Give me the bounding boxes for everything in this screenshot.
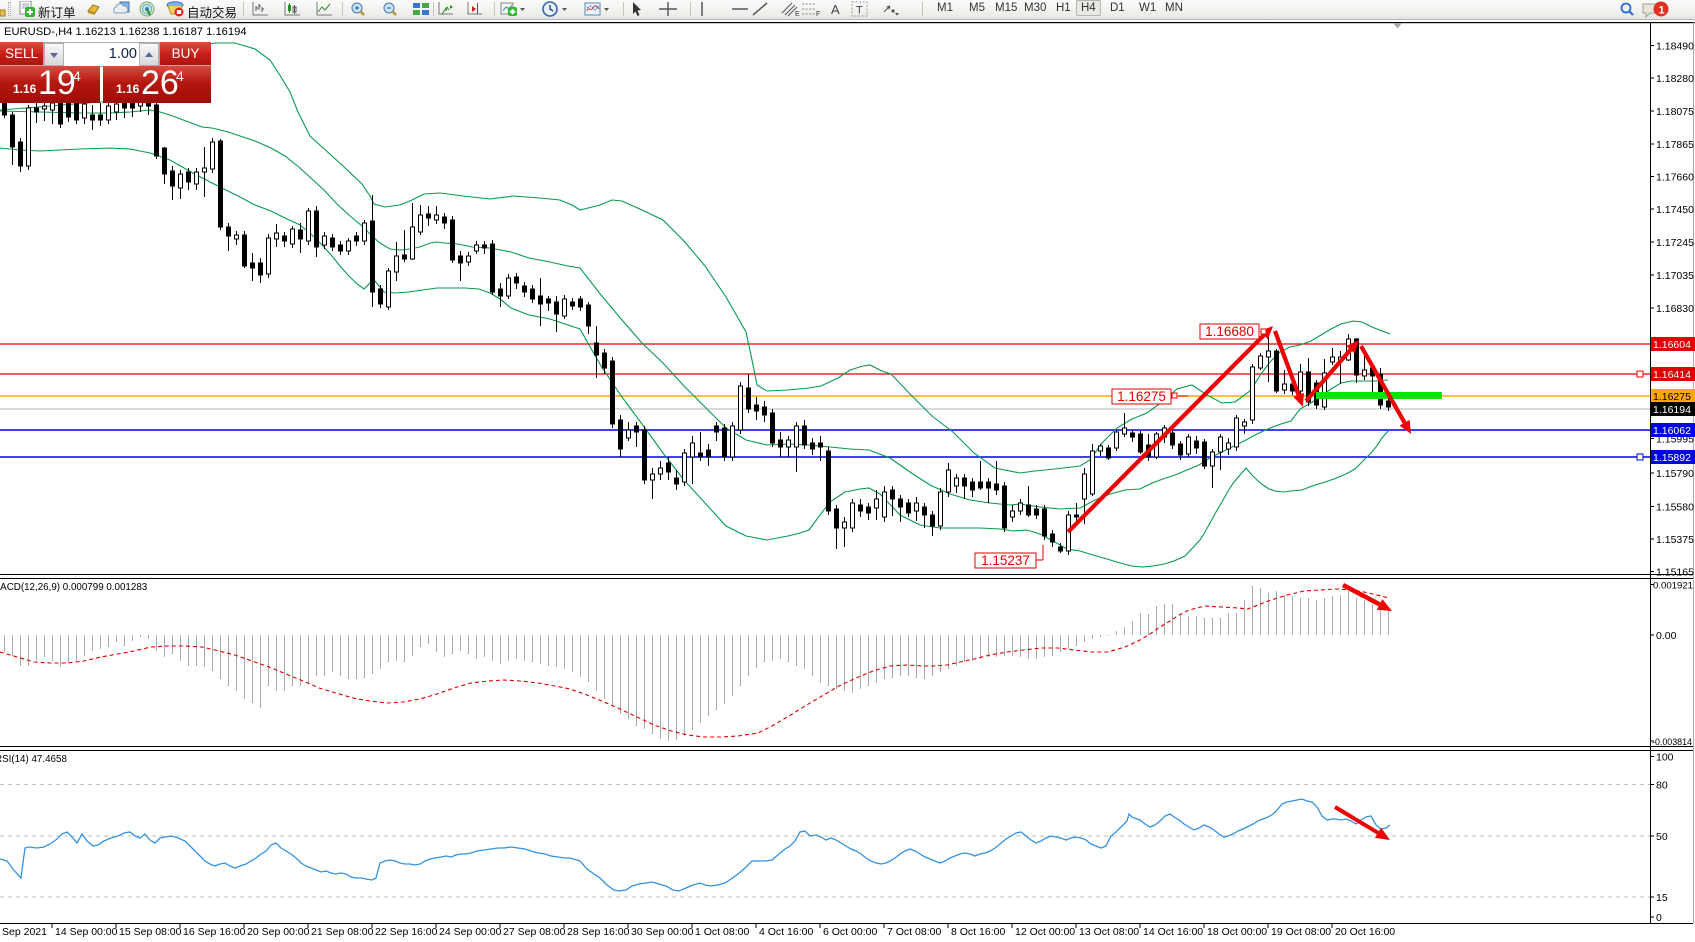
svg-text:1.16830: 1.16830 (1656, 303, 1694, 315)
svg-text:4 Oct 16:00: 4 Oct 16:00 (759, 926, 813, 937)
svg-text:8 Oct 16:00: 8 Oct 16:00 (951, 926, 1005, 937)
svg-text:80: 80 (1656, 780, 1668, 792)
svg-text:1.16062: 1.16062 (1653, 425, 1691, 437)
svg-text:19 Oct 08:00: 19 Oct 08:00 (1271, 926, 1331, 937)
svg-text:0.001921: 0.001921 (1653, 581, 1693, 592)
svg-text:1.18075: 1.18075 (1656, 106, 1694, 118)
svg-text:1.16414: 1.16414 (1653, 369, 1691, 381)
svg-text:T: T (856, 5, 863, 17)
svg-text:1.15237: 1.15237 (981, 553, 1030, 568)
svg-text:50: 50 (1656, 831, 1668, 843)
svg-text:1.16194: 1.16194 (1653, 404, 1691, 416)
svg-text:1.16275: 1.16275 (1653, 391, 1691, 403)
svg-text:24 Sep 00:00: 24 Sep 00:00 (439, 926, 502, 937)
svg-text:16 Sep 16:00: 16 Sep 16:00 (183, 926, 246, 937)
svg-text:1.15790: 1.15790 (1656, 468, 1694, 480)
svg-text:13 Oct 08:00: 13 Oct 08:00 (1079, 926, 1139, 937)
svg-text:A: A (831, 2, 840, 17)
svg-text:RSI(14) 47.4658: RSI(14) 47.4658 (0, 754, 67, 765)
svg-text:1.18280: 1.18280 (1656, 73, 1694, 85)
svg-text:1.17245: 1.17245 (1656, 237, 1694, 249)
svg-text:1: 1 (1659, 5, 1665, 17)
svg-text:EURUSD-,H4 1.16213 1.16238 1.: EURUSD-,H4 1.16213 1.16238 1.16187 1.161… (4, 26, 247, 38)
svg-text:1.16680: 1.16680 (1205, 324, 1254, 339)
svg-text:1.17865: 1.17865 (1656, 139, 1694, 151)
svg-text:20 Oct 16:00: 20 Oct 16:00 (1335, 926, 1395, 937)
svg-text:1.17450: 1.17450 (1656, 204, 1694, 216)
svg-text:1.15892: 1.15892 (1653, 452, 1691, 464)
svg-text:0.00: 0.00 (1656, 630, 1677, 642)
svg-text:30 Sep 00:00: 30 Sep 00:00 (631, 926, 694, 937)
svg-text:15: 15 (1656, 892, 1668, 904)
svg-text:27 Sep 08:00: 27 Sep 08:00 (503, 926, 566, 937)
svg-text:1 Oct 08:00: 1 Oct 08:00 (695, 926, 749, 937)
svg-text:1.15375: 1.15375 (1656, 534, 1694, 546)
svg-text:14 Sep 00:00: 14 Sep 00:00 (55, 926, 118, 937)
svg-text:-0.003814: -0.003814 (1652, 737, 1692, 747)
svg-text:100: 100 (1656, 752, 1674, 764)
svg-text:6 Oct 00:00: 6 Oct 00:00 (823, 926, 877, 937)
svg-text:F: F (816, 11, 820, 17)
svg-text:28 Sep 16:00: 28 Sep 16:00 (567, 926, 630, 937)
svg-text:1.18490: 1.18490 (1656, 41, 1694, 53)
svg-text:15 Sep 08:00: 15 Sep 08:00 (119, 926, 182, 937)
svg-text:MACD(12,26,9) 0.000799 0.00128: MACD(12,26,9) 0.000799 0.001283 (0, 582, 148, 593)
svg-text:7 Oct 08:00: 7 Oct 08:00 (887, 926, 941, 937)
svg-text:1.16604: 1.16604 (1653, 339, 1691, 351)
svg-text:0: 0 (1656, 912, 1662, 924)
svg-text:Sep 2021: Sep 2021 (2, 926, 47, 937)
svg-text:1.15165: 1.15165 (1656, 567, 1694, 579)
svg-text:E: E (795, 11, 800, 17)
svg-text:20 Sep 00:00: 20 Sep 00:00 (247, 926, 310, 937)
svg-text:1.17660: 1.17660 (1656, 172, 1694, 184)
svg-text:1.17035: 1.17035 (1656, 270, 1694, 282)
svg-text:1.16275: 1.16275 (1117, 389, 1166, 404)
svg-text:21 Sep 08:00: 21 Sep 08:00 (311, 926, 374, 937)
svg-text:12 Oct 00:00: 12 Oct 00:00 (1015, 926, 1075, 937)
svg-text:18 Oct 00:00: 18 Oct 00:00 (1207, 926, 1267, 937)
svg-text:1.15580: 1.15580 (1656, 502, 1694, 514)
svg-text:14 Oct 16:00: 14 Oct 16:00 (1143, 926, 1203, 937)
svg-text:22 Sep 16:00: 22 Sep 16:00 (375, 926, 438, 937)
